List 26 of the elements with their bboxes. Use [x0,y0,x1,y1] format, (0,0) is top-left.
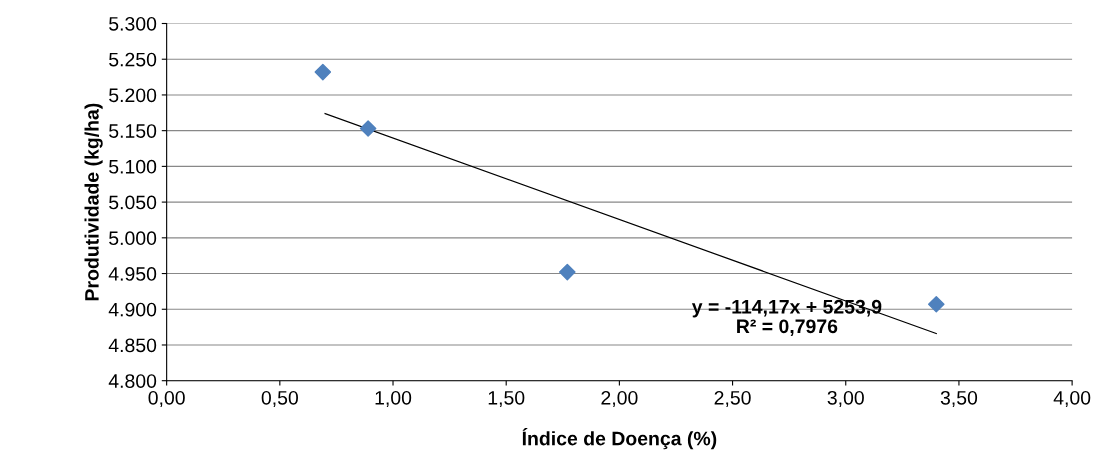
x-tick-label: 4,00 [1053,390,1091,407]
y-tick-label: 4.950 [108,267,157,281]
point [314,63,332,81]
x-tick-label: 0,50 [261,390,298,407]
y-tick-label: 5.000 [109,231,157,246]
point [359,120,377,137]
x-tick-label: 0,00 [148,390,185,407]
y-tick-label: 5.200 [109,88,157,103]
point [559,263,576,281]
y-tick-label: 4.800 [108,374,157,388]
point [927,295,945,313]
y-tick-label: 5.250 [109,52,157,67]
x-tick-label: 3,00 [827,390,864,407]
y-tick-label: 5.100 [109,159,157,174]
x-tick-label: 3,50 [940,390,978,407]
y-tick-label: 5.300 [109,16,157,31]
x-tick-label: 2,50 [714,390,751,407]
x-tick-label: 2,00 [601,390,638,407]
x-axis-title: Índice de Doença (%) [522,427,717,450]
y-tick-label: 5.150 [109,124,157,138]
y-tick-label: 4.850 [108,338,157,353]
y-tick-label: 5.050 [109,195,157,210]
x-tick-label: 1,00 [375,390,412,407]
y-axis-title: Produtividade (kg/ha) [84,103,103,301]
x-tick-label: 1,50 [488,390,525,407]
y-tick-label: 4.900 [108,302,157,317]
